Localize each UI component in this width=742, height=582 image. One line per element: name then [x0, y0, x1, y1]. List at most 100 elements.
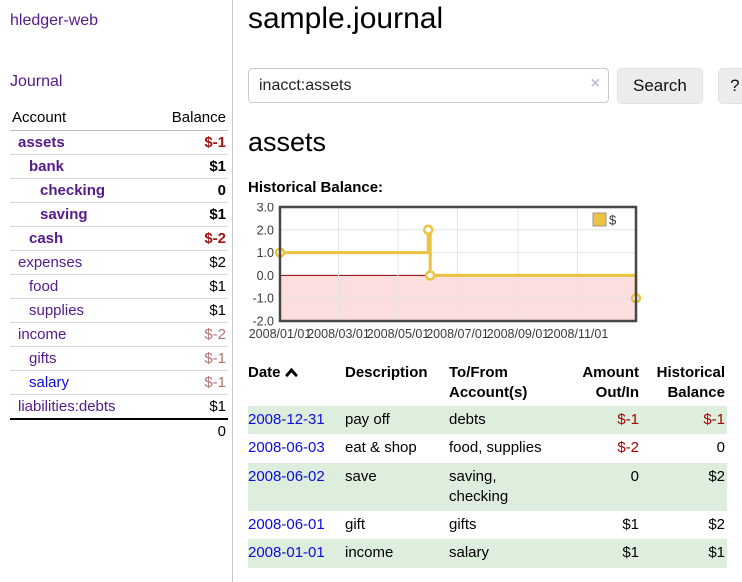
- historical-balance-chart: 2008/01/012008/03/012008/05/012008/07/01…: [249, 203, 642, 341]
- transaction-amount: $1: [622, 544, 639, 562]
- sidebar: hledger-web Journal Account Balance asse…: [0, 0, 233, 582]
- account-balance: $1: [151, 154, 228, 179]
- account-link-supplies[interactable]: supplies: [10, 298, 152, 323]
- search-form: × Search ?: [248, 67, 742, 104]
- account-balance: $2: [151, 250, 228, 275]
- account-balance: $-2: [151, 322, 228, 347]
- accounts-total-row: 0: [10, 418, 228, 443]
- svg-text:2008/11/01: 2008/11/01: [547, 327, 609, 341]
- accounts-header-account: Account: [10, 106, 152, 131]
- chart-legend: $: [592, 212, 617, 227]
- register-header-row: Date Description To/From Account(s) Amou…: [248, 360, 727, 407]
- search-button[interactable]: Search: [617, 67, 703, 104]
- accounts-total-value: 0: [151, 418, 228, 443]
- legend-swatch: [592, 212, 607, 226]
- transaction-amount: $-1: [617, 411, 639, 428]
- account-link-checking[interactable]: checking: [10, 178, 152, 203]
- transaction-description: gift: [345, 516, 366, 533]
- register-header-description: Description: [345, 363, 428, 381]
- transaction-accounts: salary: [449, 544, 490, 562]
- account-link-food[interactable]: food: [10, 274, 152, 299]
- legend-label: $: [609, 212, 617, 227]
- transaction-amount: $1: [622, 516, 639, 533]
- svg-text:2008/05/01: 2008/05/01: [367, 327, 430, 341]
- register-row: 2008-01-01 income salary $1 $1: [248, 539, 727, 568]
- transaction-date-link[interactable]: 2008-06-02: [248, 467, 325, 485]
- svg-text:-1.0: -1.0: [252, 291, 274, 305]
- account-balance: $1: [151, 394, 228, 419]
- search-input-wrap: ×: [248, 68, 609, 103]
- account-row: assets $-1: [10, 131, 228, 155]
- svg-text:2008/07/01: 2008/07/01: [426, 327, 489, 341]
- account-link-income[interactable]: income: [10, 322, 152, 347]
- account-balance: $-1: [151, 346, 228, 371]
- transaction-balance: $-1: [703, 411, 725, 428]
- register-header-amount: Amount Out/In: [582, 363, 639, 401]
- register-header-accounts: To/From Account(s): [449, 363, 528, 401]
- transaction-accounts: gifts: [449, 516, 477, 533]
- account-link-expenses[interactable]: expenses: [10, 250, 152, 275]
- register-row: 2008-06-03 eat & shop food, supplies $-2…: [248, 434, 727, 462]
- transaction-balance: 0: [716, 439, 725, 457]
- transaction-date-link[interactable]: 2008-06-03: [248, 439, 325, 457]
- transaction-amount: 0: [630, 467, 639, 485]
- accounts-table: Account Balance assets $-1 bank $1 checkin…: [10, 106, 228, 443]
- transaction-balance: $2: [708, 467, 725, 485]
- transaction-amount: $-2: [617, 439, 639, 457]
- account-link-bank[interactable]: bank: [10, 154, 152, 179]
- account-balance: $1: [151, 274, 228, 299]
- sidebar-item-journal[interactable]: Journal: [10, 73, 63, 90]
- register-row: 2008-06-01 gift gifts $1 $2: [248, 511, 727, 539]
- register-table: Date Description To/From Account(s) Amou…: [248, 360, 727, 568]
- svg-text:0.0: 0.0: [257, 268, 274, 282]
- main-content: sample.journal × Search ? assets Histori…: [233, 0, 742, 582]
- help-button[interactable]: ?: [717, 67, 742, 104]
- register-header-balance: Historical Balance: [656, 363, 725, 401]
- transaction-description: pay off: [345, 411, 390, 428]
- transaction-balance: $1: [708, 544, 725, 562]
- account-balance: $1: [151, 298, 228, 323]
- transaction-date-link[interactable]: 2008-06-01: [248, 516, 325, 533]
- transaction-description: income: [345, 544, 394, 562]
- transaction-accounts: debts: [449, 411, 486, 428]
- account-row: checking 0: [10, 178, 228, 203]
- chart-axis-labels: 2008/01/012008/03/012008/05/012008/07/01…: [249, 203, 609, 341]
- chart-plot-border: [278, 205, 638, 322]
- transaction-accounts: food, supplies: [449, 439, 542, 457]
- account-row: bank $1: [10, 154, 228, 179]
- transaction-date-link[interactable]: 2008-12-31: [248, 411, 325, 428]
- account-row: cash $-2: [10, 226, 228, 251]
- sidebar-nav: Journal: [10, 73, 228, 91]
- chart-title: Historical Balance:: [248, 178, 384, 196]
- register-row: 2008-12-31 pay off debts $-1 $-1: [248, 406, 727, 435]
- account-row: salary $-1: [10, 370, 228, 395]
- svg-text:2008/03/01: 2008/03/01: [307, 327, 370, 341]
- search-input[interactable]: [248, 68, 609, 103]
- account-link-cash[interactable]: cash: [10, 226, 152, 251]
- svg-text:1.0: 1.0: [257, 246, 274, 260]
- accounts-header-balance: Balance: [151, 106, 228, 131]
- account-link-salary[interactable]: salary: [10, 370, 152, 395]
- account-link-saving[interactable]: saving: [10, 202, 152, 227]
- clear-search-icon[interactable]: ×: [590, 75, 600, 92]
- svg-text:2.0: 2.0: [257, 223, 274, 237]
- account-row: food $1: [10, 274, 228, 299]
- page-title: sample.journal: [248, 2, 444, 35]
- account-balance: $-1: [204, 134, 226, 151]
- register-row: 2008-06-02 save saving, checking 0 $2: [248, 462, 727, 511]
- transaction-date-link[interactable]: 2008-01-01: [248, 544, 325, 562]
- register-header-date[interactable]: Date: [248, 360, 345, 407]
- transaction-accounts: saving, checking: [449, 467, 509, 505]
- svg-text:2008/01/01: 2008/01/01: [249, 327, 312, 341]
- transaction-description: eat & shop: [345, 439, 417, 457]
- account-row: liabilities:debts $1: [10, 394, 228, 419]
- account-link-liabilities-debts[interactable]: liabilities:debts: [10, 394, 152, 419]
- account-link-assets[interactable]: assets: [18, 134, 65, 151]
- transaction-balance: $2: [708, 516, 725, 533]
- account-row: gifts $-1: [10, 346, 228, 371]
- brand-link[interactable]: hledger-web: [10, 12, 99, 29]
- svg-text:-2.0: -2.0: [252, 314, 274, 328]
- sort-asc-icon: [285, 364, 298, 384]
- account-link-gifts[interactable]: gifts: [10, 346, 152, 371]
